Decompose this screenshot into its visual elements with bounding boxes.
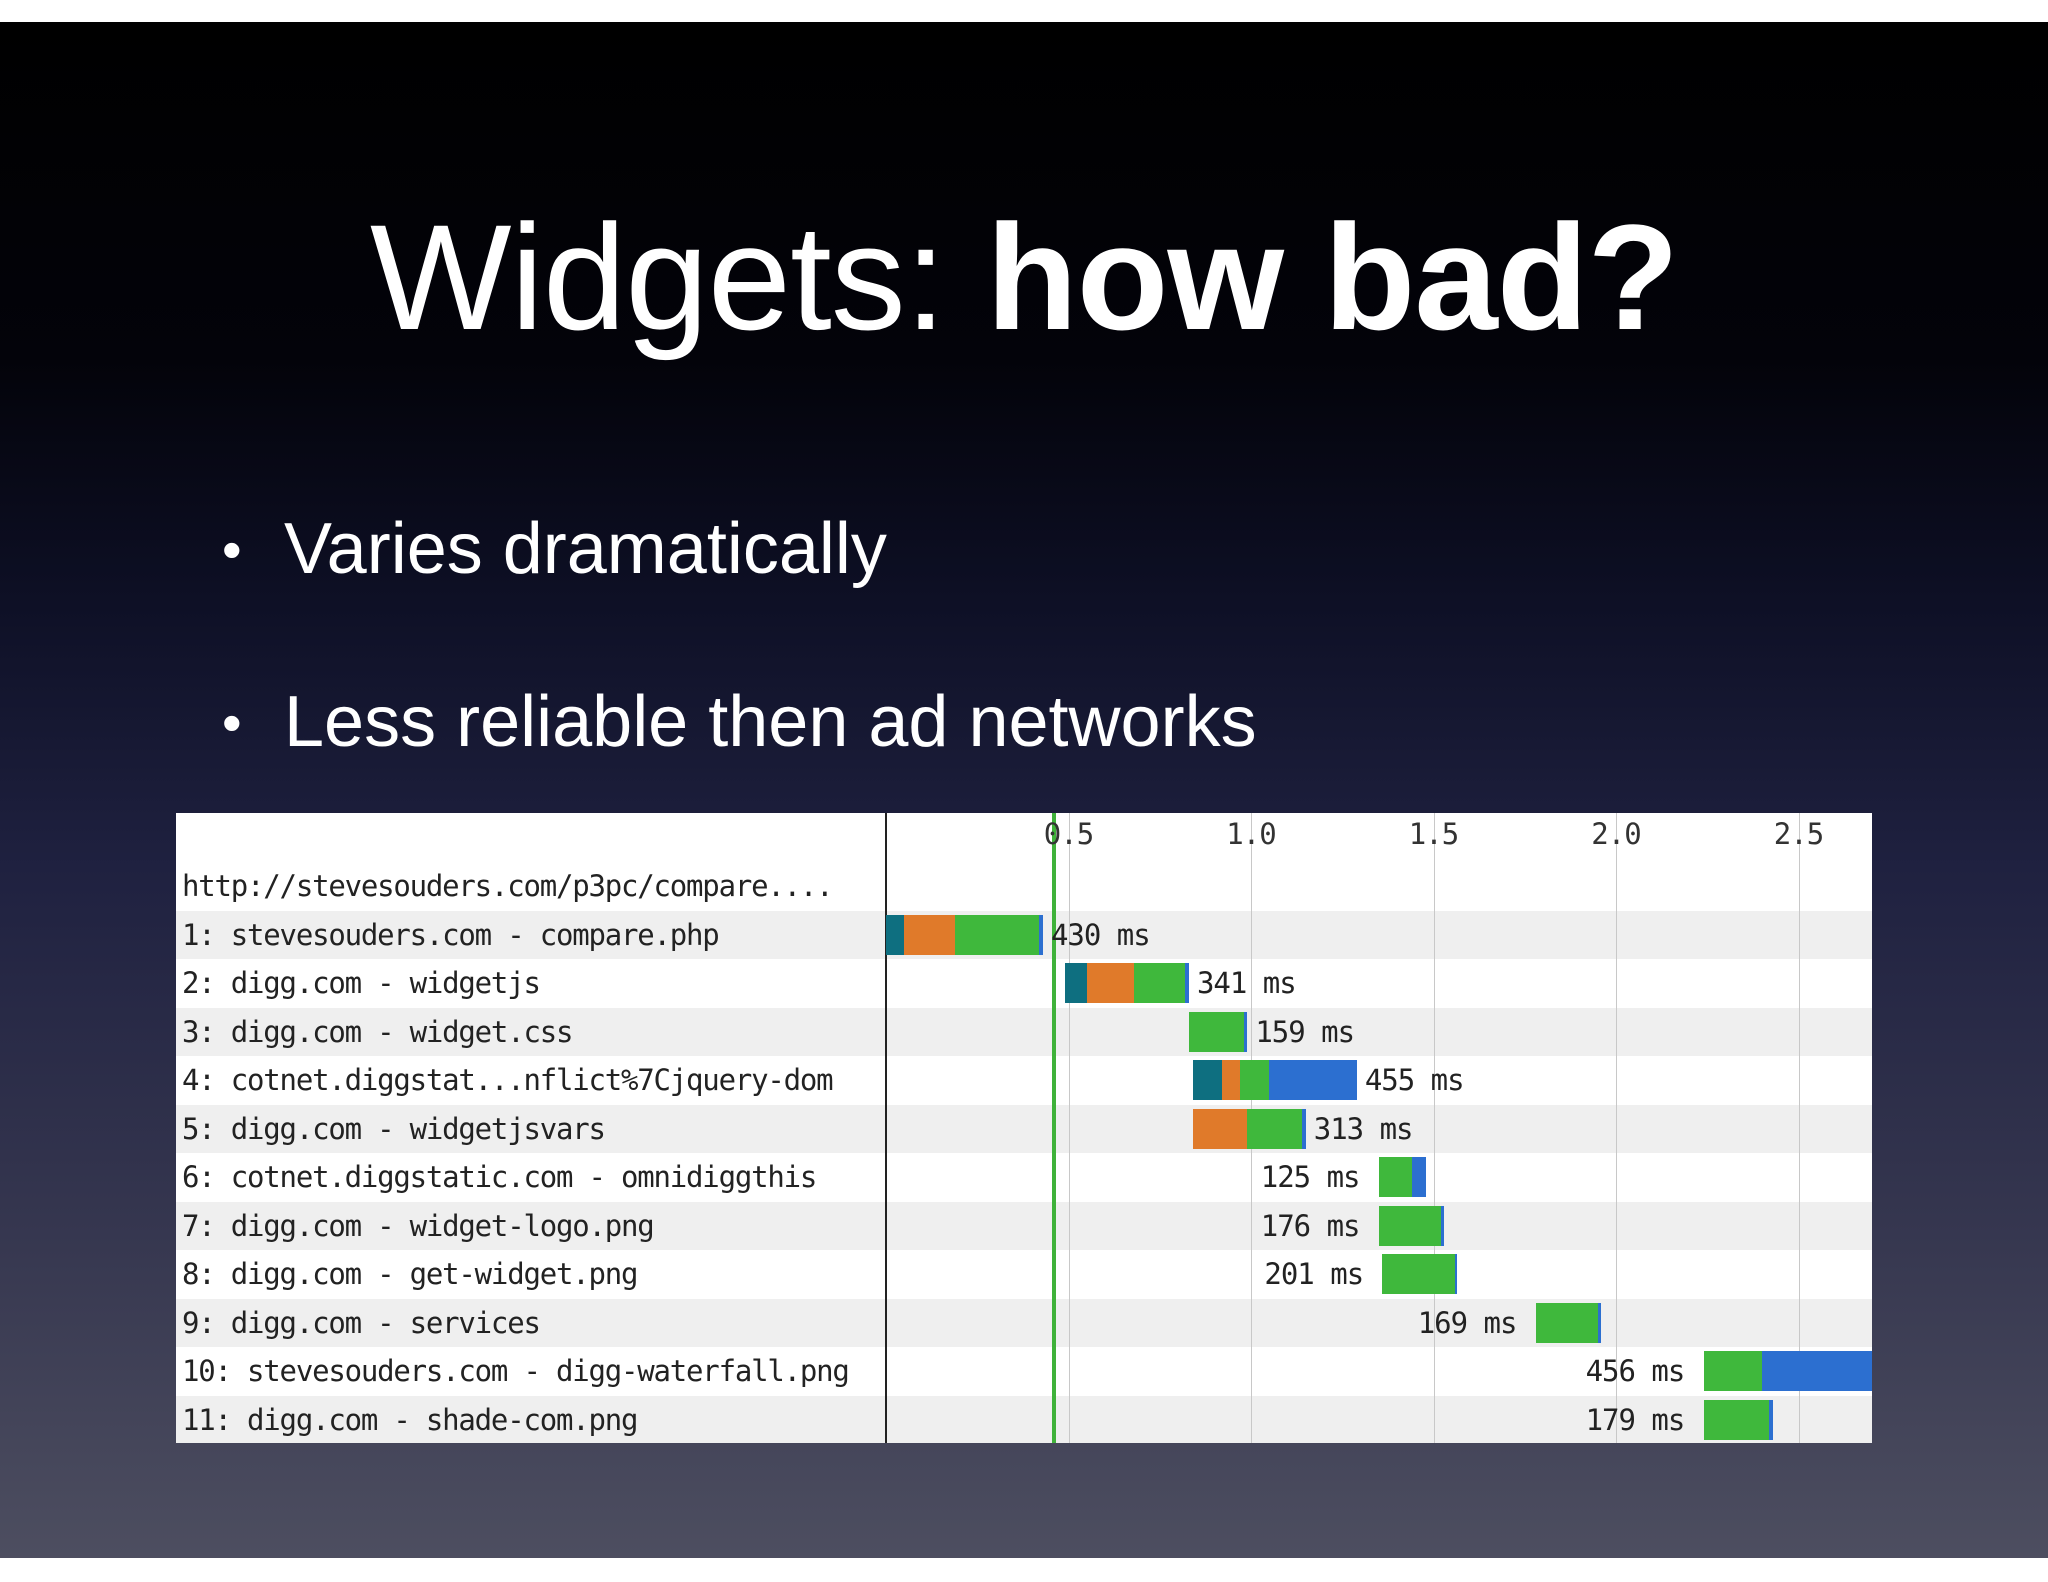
bullet-text: Less reliable then ad networks [284,682,1257,762]
title-light-text: Widgets: [369,193,987,361]
label-column-divider [885,813,887,1443]
timing-bar-receive [1269,1060,1357,1100]
bullet-dot-icon: • [222,691,242,754]
duration-label: 455 ms [1364,1063,1465,1097]
title-bold-text: how bad? [986,193,1679,361]
timing-bar-dns [1192,1060,1222,1100]
timing-bar-wait [1378,1157,1412,1197]
duration-label: 176 ms [1260,1208,1361,1243]
table-row: 10: stevesouders.com - digg-waterfall.pn… [176,1347,1872,1396]
timing-bar-receive [1762,1351,1872,1391]
table-row: 7: digg.com - widget-logo.png [176,1201,1872,1250]
request-label: 10: stevesouders.com - digg-waterfall.pn… [182,1354,850,1388]
axis-tick-label: 1.5 [1408,817,1459,851]
table-row: 4: cotnet.diggstat...nflict%7Cjquery-dom [176,1056,1872,1105]
table-row: 9: digg.com - services [176,1298,1872,1347]
request-label: 1: stevesouders.com - compare.php [182,917,720,952]
timing-bar-wait [1240,1060,1270,1100]
request-label: 7: digg.com - widget-logo.png [182,1208,655,1243]
table-row: 2: digg.com - widgetjs [176,959,1872,1008]
duration-label: 125 ms [1260,1160,1361,1194]
timing-bar-connect [1086,963,1135,1003]
timing-bar-wait [1703,1399,1770,1440]
axis-tick-label: 1.0 [1226,817,1276,851]
timing-bar-receive [1302,1108,1306,1149]
bullet-item: • Varies dramatically [222,504,887,595]
axis-tick-label: 2.5 [1773,817,1824,851]
timing-bar-wait [1188,1011,1244,1052]
timing-bar-receive [1411,1157,1427,1197]
timing-bar-receive [1185,963,1189,1003]
timing-bar-receive [1769,1399,1773,1440]
table-row: 11: digg.com - shade-com.png [176,1395,1872,1443]
waterfall-chart: 1: stevesouders.com - compare.php 2: digg… [176,813,1872,1443]
table-row: 8: digg.com - get-widget.png [176,1250,1872,1299]
slide-title: Widgets: how bad? [0,182,2048,372]
duration-label: 341 ms [1196,966,1297,1000]
request-label: 5: digg.com - widgetjsvars [182,1111,606,1146]
timing-bar-wait [1535,1302,1598,1343]
gridline [1798,813,1800,1443]
table-row: 6: cotnet.diggstatic.com - omnidiggthis [176,1153,1872,1202]
duration-label: 201 ms [1264,1257,1364,1291]
bullet-text: Varies dramatically [284,509,887,589]
timing-bar-receive [1455,1254,1458,1294]
request-label: 8: digg.com - get-widget.png [182,1257,638,1291]
duration-label: 179 ms [1585,1402,1686,1437]
request-label: 3: digg.com - widget.css [182,1014,573,1049]
duration-label: 313 ms [1313,1111,1414,1146]
timing-bar-receive [1039,914,1043,955]
timing-bar-receive [1243,1011,1248,1052]
duration-label: 430 ms [1050,917,1151,952]
request-label: 9: digg.com - services [182,1305,541,1340]
timing-bar-dns [886,914,905,955]
table-row: 5: digg.com - widgetjsvars [176,1104,1872,1153]
request-label: 11: digg.com - shade-com.png [182,1402,638,1437]
axis-tick-label: 2.0 [1591,817,1641,851]
duration-label: 169 ms [1417,1305,1518,1340]
slide: Widgets: how bad? • Varies dramatically •… [0,22,2048,1558]
timing-bar-wait [955,914,1040,955]
timing-bar-wait [1703,1351,1762,1391]
timing-bar-wait [1247,1108,1303,1149]
bullet-dot-icon: • [222,518,242,581]
waterfall-page-url: http://stevesouders.com/p3pc/compare.... [182,869,834,903]
gridline [1616,813,1617,1443]
timing-bar-connect [1192,1108,1248,1149]
gridline [1068,813,1070,1443]
timing-bar-connect [1221,1060,1241,1100]
timing-bar-dns [1064,963,1087,1003]
bullet-item: • Less reliable then ad networks [222,677,1257,768]
axis-tick-label: 0.5 [1043,817,1094,851]
timing-bar-receive [1597,1302,1602,1343]
timing-bar-wait [1134,963,1186,1003]
timing-bar-receive [1440,1205,1445,1246]
gridline [1433,813,1435,1443]
timing-bar-connect [904,914,956,955]
timing-bar-wait [1382,1254,1456,1294]
table-row: 3: digg.com - widget.css [176,1007,1872,1056]
timing-bar-wait [1378,1205,1441,1246]
duration-label: 456 ms [1585,1354,1686,1388]
onload-marker-line [1051,813,1056,1443]
duration-label: 159 ms [1255,1014,1355,1049]
request-label: 4: cotnet.diggstat...nflict%7Cjquery-dom [182,1063,834,1097]
request-label: 6: cotnet.diggstatic.com - omnidiggthis [182,1160,817,1194]
request-label: 2: digg.com - widgetjs [182,966,541,1000]
